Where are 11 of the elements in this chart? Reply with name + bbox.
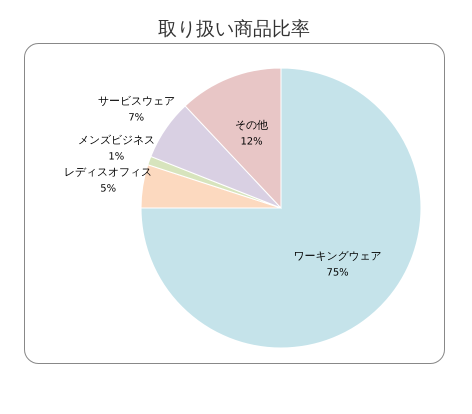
data-label: 7% [128, 112, 144, 124]
data-label: 5% [100, 184, 116, 195]
slice-label: メンズビジネス [78, 134, 155, 147]
slice-label: サービスウェア [98, 94, 175, 108]
slice-label: ワーキングウェア [294, 250, 382, 263]
data-label: 75% [326, 268, 349, 279]
data-label: 12% [240, 136, 263, 148]
chart-title: 取り扱い商品比率 [158, 18, 310, 40]
slice-label: レディスオフィス [64, 166, 152, 179]
data-label: 1% [108, 152, 124, 163]
slice-label: その他 [235, 118, 268, 132]
